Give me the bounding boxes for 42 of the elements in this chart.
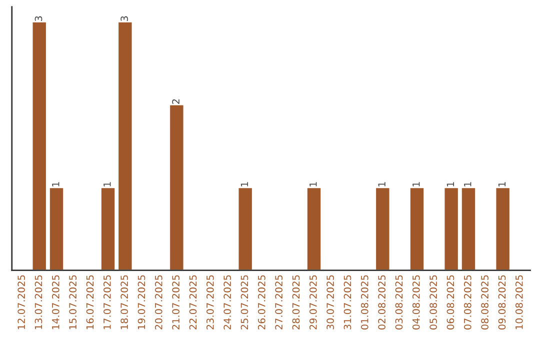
x-tick-label: 27.07.2025 xyxy=(275,275,282,330)
x-tick-label: 31.07.2025 xyxy=(344,275,352,330)
x-tick-label: 26.07.2025 xyxy=(258,275,266,330)
x-tick-label: 14.07.2025 xyxy=(52,275,60,330)
x-tick-label: 25.07.2025 xyxy=(240,275,248,330)
x-tick-label: 22.07.2025 xyxy=(189,275,197,330)
x-tick-label: 29.07.2025 xyxy=(309,275,317,330)
x-tick-label: 05.08.2025 xyxy=(430,275,437,330)
data-label: 1 xyxy=(446,182,454,186)
x-tick-label: 10.08.2025 xyxy=(515,275,523,330)
data-label: 1 xyxy=(464,182,472,186)
data-label: 1 xyxy=(412,182,420,186)
data-label: 2 xyxy=(172,99,180,104)
data-label: 1 xyxy=(104,182,111,186)
x-tick-label: 21.07.2025 xyxy=(172,275,180,330)
data-label: 3 xyxy=(34,16,42,21)
x-tick-label: 30.07.2025 xyxy=(326,275,334,330)
data-label: 1 xyxy=(498,182,506,186)
x-tick-label: 08.08.2025 xyxy=(481,275,488,330)
x-tick-label: 03.08.2025 xyxy=(395,275,403,330)
x-tick-label: 13.07.2025 xyxy=(34,275,42,330)
x-tick-label: 28.07.2025 xyxy=(292,275,300,330)
x-tick-label: 01.08.2025 xyxy=(360,275,368,330)
x-tick-label: 17.07.2025 xyxy=(103,275,111,330)
x-tick-label: 23.07.2025 xyxy=(206,275,214,330)
x-tick-label: 06.08.2025 xyxy=(446,275,454,330)
x-tick-label: 18.07.2025 xyxy=(120,275,128,330)
data-label: 1 xyxy=(240,182,248,186)
x-tick-label: 04.08.2025 xyxy=(412,275,420,330)
x-tick-label: 02.08.2025 xyxy=(378,275,386,330)
x-tick-label: 20.07.2025 xyxy=(154,275,162,330)
data-label: 1 xyxy=(52,182,60,186)
x-tick-label: 16.07.2025 xyxy=(86,275,94,330)
data-label: 1 xyxy=(378,182,386,186)
x-tick-label: 09.08.2025 xyxy=(498,275,506,330)
x-tick-label: 19.07.2025 xyxy=(138,275,146,330)
x-tick-label: 15.07.2025 xyxy=(69,275,76,330)
x-tick-label: 12.07.2025 xyxy=(18,275,25,330)
data-label: 1 xyxy=(310,182,317,186)
x-tick-label: 24.07.2025 xyxy=(224,275,231,330)
x-tick-label: 07.08.2025 xyxy=(464,275,472,330)
data-label: 3 xyxy=(120,16,128,21)
